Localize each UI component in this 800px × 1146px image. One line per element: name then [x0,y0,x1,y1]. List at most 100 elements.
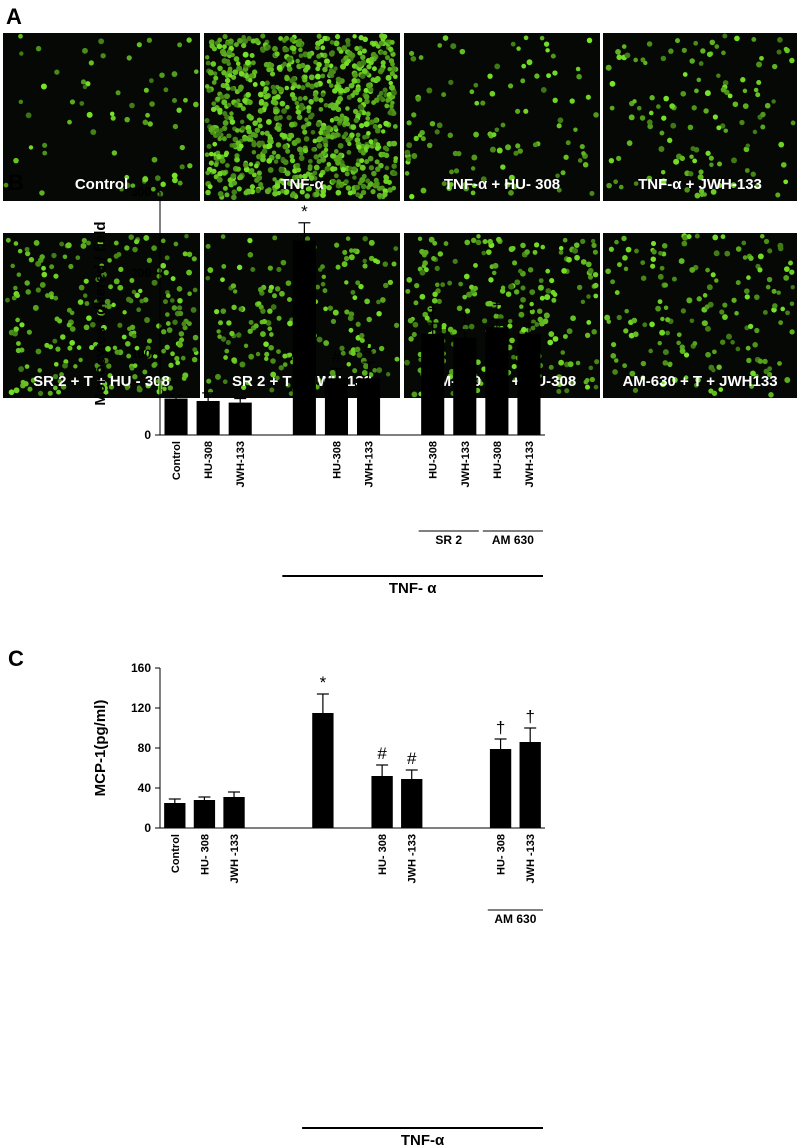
cell [39,190,45,196]
cell [294,100,300,106]
cell [170,276,176,282]
cell [716,364,722,370]
cell [224,77,231,84]
cell [385,97,391,103]
cell [372,368,377,373]
cell [448,182,454,187]
micrograph-bg [404,33,600,201]
cell [172,177,178,184]
cell [580,238,586,245]
cell [285,382,291,388]
cell [170,351,175,357]
cell [789,57,795,64]
cell [241,35,246,40]
cell [513,150,519,156]
bar [193,800,216,828]
cell [349,132,355,138]
cell [102,381,108,387]
cell [764,102,771,109]
cell [306,121,312,127]
cell [576,284,583,291]
cell [182,251,188,257]
cell [302,129,308,135]
cell [515,108,521,114]
cell [228,73,233,78]
cell [145,382,151,389]
cell [392,170,398,177]
cell [226,102,232,108]
cell [220,234,226,239]
cell [257,286,264,293]
cell [589,376,595,383]
cell [287,320,293,327]
cell [28,145,34,150]
cell [326,162,332,167]
cell [247,328,253,334]
cell [688,171,694,177]
y-tick-label: 200 [131,266,151,280]
cell [214,373,221,380]
cell [221,263,227,269]
cell [345,42,351,47]
cell [145,345,151,351]
cell [676,332,682,338]
cell [659,130,665,136]
cell [225,163,230,168]
cell [373,138,378,143]
cell [717,161,723,167]
cell [323,102,329,108]
cell [426,142,433,149]
cell [346,94,352,100]
cell [94,362,101,369]
cell [242,136,248,142]
cell [27,386,33,392]
y-tick-label: 40 [138,781,152,795]
cell [243,166,250,173]
cell [378,95,384,101]
cell [257,108,264,114]
cell [591,329,597,335]
cell [242,51,249,58]
cell [671,276,677,282]
cell [259,140,265,146]
cell [98,38,105,45]
cell [784,377,791,383]
cell [413,300,419,306]
cell [361,48,367,54]
cell [651,249,657,255]
cell [468,323,475,330]
cell [213,162,219,168]
cell [136,386,143,393]
cell [771,288,777,294]
cell [222,52,228,57]
cell [545,288,552,294]
cell [689,318,695,324]
cell [129,324,136,331]
cell [668,48,674,54]
cell [742,255,748,260]
cell [778,320,784,326]
cell [277,114,283,120]
cell [359,164,366,171]
cell [640,360,647,367]
cell [210,61,217,67]
cell [354,184,361,191]
x-tick-label: HU- 308 [496,834,508,875]
cell [383,282,389,289]
cell [762,358,768,365]
cell [450,43,457,50]
cell [587,267,594,274]
cell [229,111,234,116]
cell [216,176,223,183]
cell [434,265,440,272]
cell [378,90,384,96]
cell [681,47,687,53]
cell [290,85,295,91]
cell [566,328,573,335]
cell [179,164,185,170]
cell [333,40,340,47]
cell [704,325,711,332]
cell [228,38,234,45]
x-tick-label: JWH-133 [235,441,247,487]
cell [475,359,481,366]
